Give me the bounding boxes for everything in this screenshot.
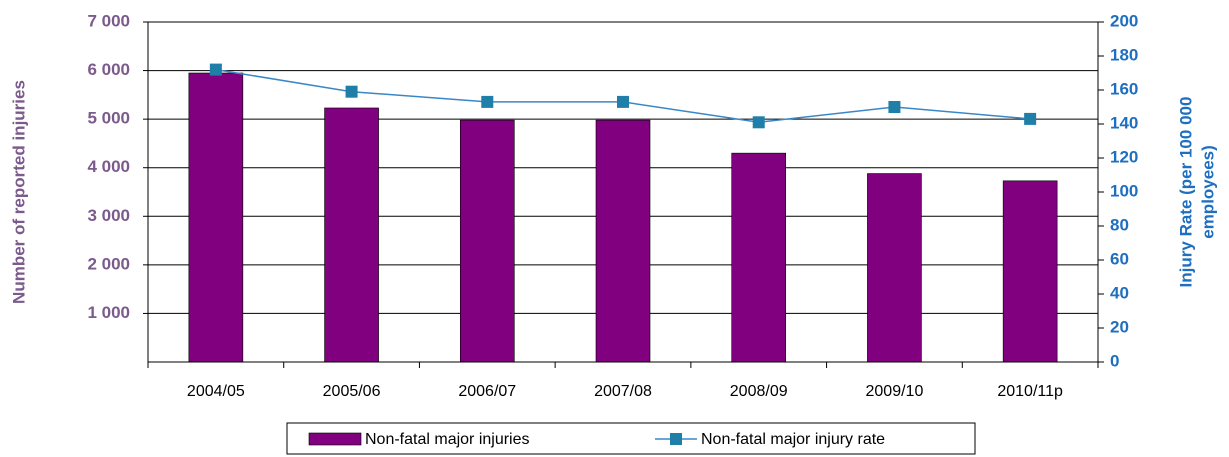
y2-tick-label: 180 <box>1110 45 1138 64</box>
legend-swatch <box>670 433 682 445</box>
y2-tick-label: 20 <box>1110 317 1129 336</box>
marker <box>888 101 901 113</box>
y-axis-title: Number of reported injuries <box>9 80 28 304</box>
bar <box>595 119 651 363</box>
legend-box <box>286 422 976 455</box>
marker <box>345 85 358 98</box>
bar <box>1002 180 1058 363</box>
bar <box>188 72 244 363</box>
x-tick-label: 2007/08 <box>594 383 652 400</box>
y-tick-label: 7 000 <box>87 11 130 30</box>
x-tick-label: 2010/11p <box>997 383 1063 400</box>
legend-label: Non-fatal major injury rate <box>701 431 885 448</box>
legend-swatch <box>308 432 362 446</box>
bar <box>731 152 787 363</box>
x-tick-label: 2008/09 <box>730 383 788 400</box>
y2-tick-label: 160 <box>1110 79 1138 98</box>
marker <box>752 116 765 129</box>
bar <box>324 107 379 363</box>
y-tick-label: 5 000 <box>87 109 130 128</box>
y2-tick-label: 120 <box>1110 147 1138 166</box>
y-tick-label: 4 000 <box>87 157 130 176</box>
marker <box>1024 112 1037 125</box>
y2-tick-label: 80 <box>1110 215 1129 234</box>
y-tick-label: 1 000 <box>87 303 130 322</box>
y-tick-label: 2 000 <box>87 254 130 273</box>
x-tick-label: 2009/10 <box>866 383 924 400</box>
y2-tick-label: 200 <box>1110 11 1138 30</box>
y2-tick-label: 140 <box>1110 113 1138 132</box>
y2-tick-label: 0 <box>1110 351 1119 370</box>
bar <box>867 173 922 363</box>
marker <box>209 63 222 76</box>
y-tick-label: 6 000 <box>87 60 130 79</box>
x-tick-label: 2004/05 <box>187 383 245 400</box>
legend-label: Non-fatal major injuries <box>365 431 530 448</box>
bar <box>459 119 515 363</box>
marker <box>617 95 629 108</box>
y2-axis-title: employees) <box>1198 145 1217 239</box>
x-tick-label: 2006/07 <box>458 383 516 400</box>
y2-tick-label: 100 <box>1110 181 1138 200</box>
marker <box>481 95 494 108</box>
y2-axis-title: Injury Rate (per 100 000 <box>1176 97 1195 288</box>
y2-tick-label: 60 <box>1110 249 1129 268</box>
y2-tick-label: 40 <box>1110 283 1129 302</box>
y-tick-label: 3 000 <box>87 206 130 225</box>
x-tick-label: 2005/06 <box>323 383 381 400</box>
